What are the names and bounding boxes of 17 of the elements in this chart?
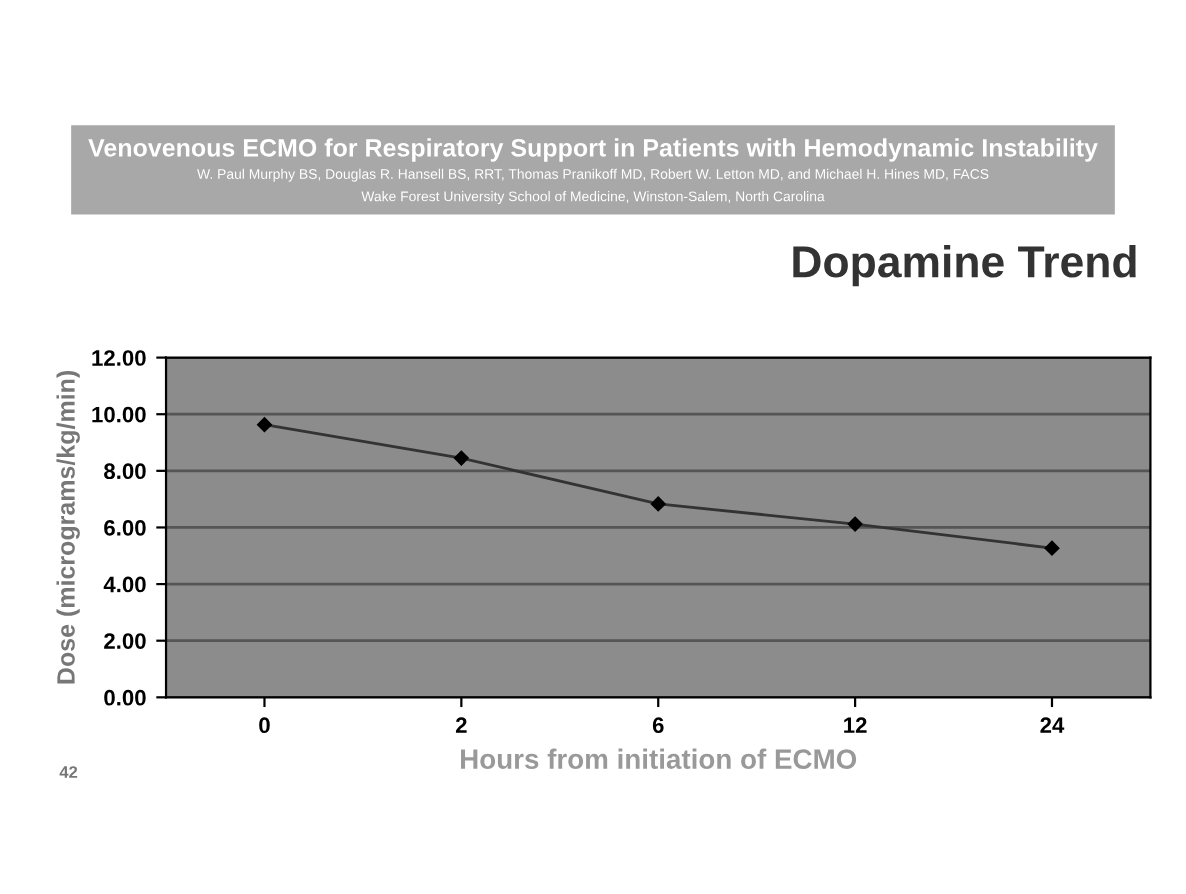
x-tick-label: 24 — [1040, 717, 1065, 733]
x-tick-label: 6 — [652, 717, 664, 734]
y-tick-label: 4.00 — [103, 576, 146, 593]
x-tick-label: 0 — [259, 717, 270, 734]
y-tick-label: 8.00 — [104, 463, 146, 480]
y-tick-label: 10.00 — [92, 406, 146, 423]
y-axis-title: Dose (micrograms/kg/min) — [56, 371, 80, 684]
y-tick-label: 2.00 — [104, 633, 146, 649]
y-tick-label: 12.00 — [92, 350, 146, 366]
chart-title: Dopamine Trend — [793, 244, 1136, 287]
y-tick-label: 0.00 — [104, 689, 146, 706]
x-tick-label: 2 — [455, 717, 467, 733]
x-tick-label: 12 — [844, 717, 867, 733]
text: 42 — [59, 766, 78, 778]
x-axis-title: Hours from initiation of ECMO — [461, 748, 857, 769]
y-tick-label: 6.00 — [104, 519, 146, 536]
chart-subtitle: Venovenous ECMO for Respiratory Support in Patients with Hemodynamic Instability — [88, 138, 1098, 162]
